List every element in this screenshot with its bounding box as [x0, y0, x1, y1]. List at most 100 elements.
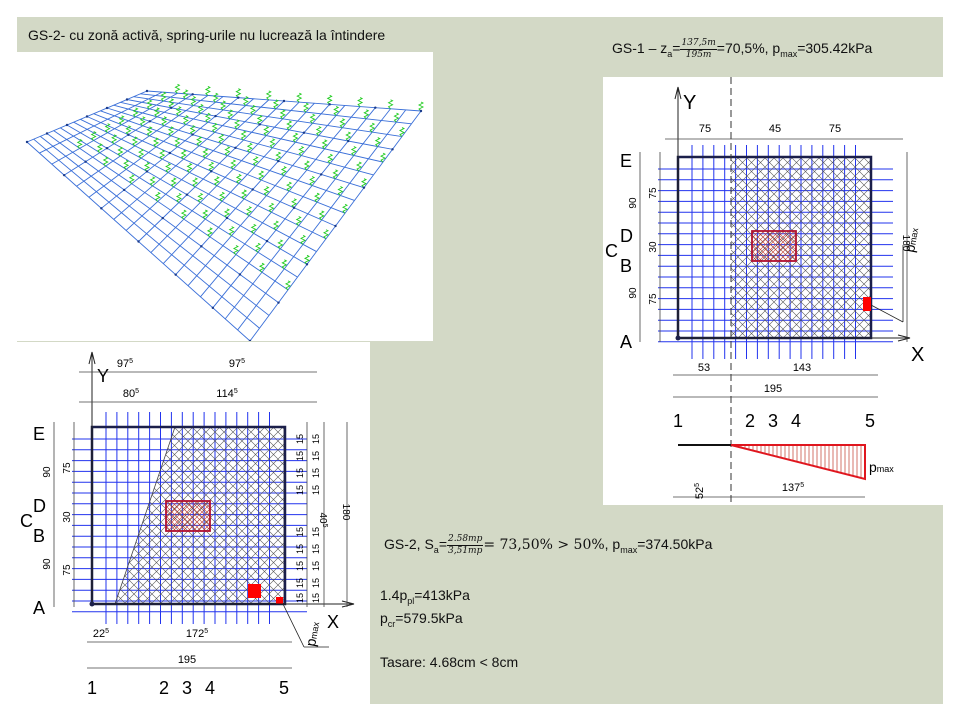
ppl-line: 1.4ppl=413kPa — [380, 587, 470, 606]
spring — [235, 88, 242, 98]
spring — [182, 115, 189, 125]
dim-right-15: 15 — [311, 485, 321, 495]
spring — [90, 131, 97, 141]
spring — [268, 202, 275, 213]
plan-gs1-dim-bottom-195: 195 — [764, 383, 782, 395]
mesh-node — [105, 106, 109, 110]
spring — [197, 193, 204, 203]
plan-gs1-pmax-label: pmax — [901, 226, 921, 254]
plan-gs1-dim-bottom-143: 143 — [793, 362, 811, 374]
mesh-line — [53, 130, 289, 291]
mesh-node — [258, 123, 261, 126]
dim-right-15: 15 — [311, 527, 321, 537]
mesh-node — [174, 273, 177, 276]
mesh-node — [148, 120, 152, 123]
spring — [315, 126, 322, 136]
spring — [204, 86, 211, 96]
spring — [252, 156, 259, 166]
spring — [170, 177, 177, 188]
mesh-node — [65, 123, 69, 127]
spring — [269, 138, 276, 149]
spring — [211, 122, 218, 133]
mesh-springs — [76, 83, 425, 291]
gs1-formula: GS-1 – za= 137,5m 195m =70,5%, pmax=305.42k… — [612, 38, 872, 61]
spring — [182, 89, 189, 100]
spring — [398, 127, 406, 137]
spring — [76, 138, 83, 149]
spring — [341, 203, 349, 214]
plan-gs1-dia-left: 525 — [694, 483, 706, 499]
mesh-3d-view — [25, 83, 425, 343]
spring — [160, 91, 167, 102]
mesh-node — [168, 151, 172, 155]
plan-gs1-axis-y-label: Y — [683, 92, 696, 114]
plan-gs1-drawing: Y X E D C B A 75 45 75 90 30 90 75 75 18… — [605, 77, 924, 505]
gs1-result: =70,5%, p — [716, 40, 781, 57]
plan-gs1-row-e: E — [620, 151, 632, 171]
gs1-frac-den: 195m — [685, 50, 712, 60]
mesh-node — [127, 133, 130, 136]
spring — [309, 113, 316, 124]
spring — [309, 176, 316, 186]
spring — [314, 192, 321, 203]
spring — [161, 116, 168, 127]
spring — [246, 206, 253, 216]
plan-gs1-dim-left-30: 30 — [648, 241, 659, 253]
plan-gs1-axis-y-arrow — [674, 86, 682, 100]
plan-gs1-row-a: A — [620, 332, 632, 352]
spring — [369, 122, 376, 133]
mesh-node — [347, 139, 350, 143]
gs2-formula: GS-2, Sa= 2.58mp 3,51mp = 73,50% > 50%, pma… — [384, 534, 712, 557]
plan-gs2-dim-right: 180 — [340, 504, 351, 521]
spring — [379, 152, 387, 163]
plan-gs1-col-2: 2 — [745, 411, 755, 431]
spring — [212, 92, 219, 103]
plan-gs1-axis-x-label: X — [911, 344, 924, 366]
spring — [350, 146, 357, 156]
plan-gs1-dim-top-3: 75 — [829, 123, 841, 135]
mesh-node — [62, 173, 66, 177]
spring — [254, 242, 261, 253]
gs1-sub: a — [667, 49, 673, 59]
spring — [149, 176, 156, 187]
mesh-node — [328, 103, 331, 106]
mesh-node — [214, 114, 217, 118]
mesh-node — [282, 99, 286, 103]
spring — [118, 115, 125, 126]
mesh-node — [265, 239, 269, 243]
spring — [189, 125, 196, 135]
mesh-node — [45, 132, 49, 135]
mesh-line — [40, 135, 270, 316]
spring — [275, 151, 282, 162]
plan-gs1-origin — [675, 335, 681, 341]
spring — [281, 259, 288, 270]
mesh-nodes — [25, 89, 423, 343]
spring — [143, 162, 151, 172]
dim-right-15: 15 — [295, 561, 305, 571]
mesh-node — [292, 206, 296, 209]
spring — [132, 107, 139, 118]
plan-gs1-dim-left-90a: 90 — [628, 197, 639, 209]
mesh-node — [251, 188, 254, 191]
gs2-pmax-sub: max — [620, 545, 638, 555]
gs1-prefix: GS-1 – z — [612, 40, 668, 57]
spring — [180, 209, 187, 220]
mesh-node — [84, 160, 87, 163]
spring — [232, 245, 239, 255]
plan-gs2-dim-left-75b: 75 — [62, 564, 73, 576]
pcr-pre: p — [380, 610, 388, 626]
mesh-node — [105, 147, 109, 150]
plan-gs2-dim-left-90a: 90 — [42, 466, 53, 478]
spring — [111, 134, 118, 145]
spring — [202, 209, 209, 220]
gs2-pmax-pre: , p — [604, 536, 621, 553]
plan-gs1-col-5: 5 — [865, 411, 875, 431]
dim-right-15: 15 — [295, 593, 305, 603]
plan-gs2-panel: Y X E D C B A 975 975 805 1145 90 30 90 … — [17, 342, 370, 704]
plan-gs2-column — [165, 500, 211, 532]
spring — [192, 177, 199, 188]
spring — [339, 118, 346, 129]
mesh-node — [302, 131, 306, 134]
spring — [186, 163, 193, 173]
mesh-line — [33, 138, 260, 329]
